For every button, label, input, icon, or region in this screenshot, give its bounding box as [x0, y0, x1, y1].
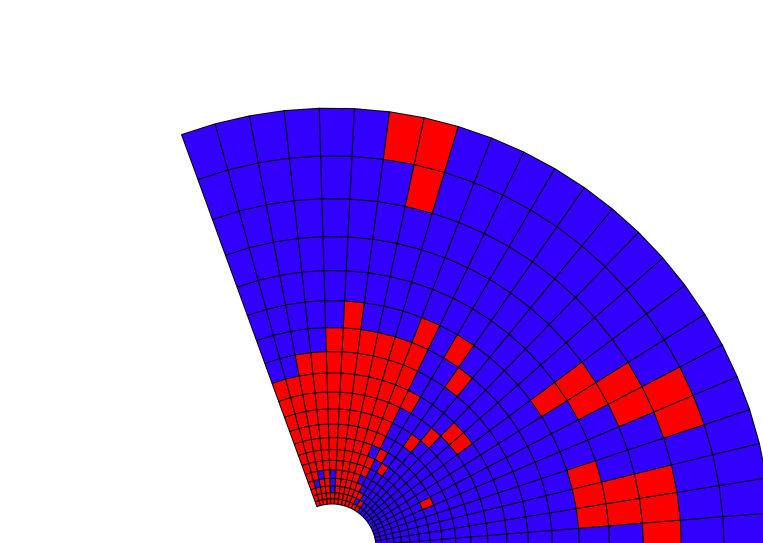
mesh-cell [329, 492, 336, 500]
mesh-cell [335, 469, 343, 480]
mesh-cell [326, 391, 341, 410]
mesh-cell [324, 300, 346, 329]
mesh-cell [351, 108, 390, 160]
mesh-cell [329, 485, 336, 494]
mesh-cell [338, 391, 353, 411]
mesh-cell [328, 459, 337, 471]
mesh-cell [718, 477, 763, 518]
mesh-cell [328, 437, 339, 451]
mesh-cell [327, 423, 339, 439]
mesh-cell [342, 300, 365, 330]
mesh-cell [328, 449, 338, 461]
mesh-cell [334, 485, 341, 494]
mesh-cell [293, 198, 324, 239]
mesh-cell [327, 408, 340, 425]
mesh-cells [181, 107, 763, 543]
mesh-cell [297, 236, 325, 273]
mesh-cell [288, 155, 323, 202]
mesh-cell [347, 198, 379, 240]
mesh-cell [307, 327, 327, 354]
mesh-cell [321, 198, 351, 238]
mesh-cell [326, 372, 342, 393]
mesh-cell [335, 459, 344, 471]
mesh-cell [329, 469, 337, 479]
mesh-cell [329, 477, 337, 487]
mesh-cell [304, 300, 327, 330]
mesh-cell [283, 107, 322, 159]
mesh-cell [322, 236, 349, 272]
mesh-cell [578, 525, 610, 543]
mesh-cell [325, 351, 343, 374]
mesh-cell [181, 123, 229, 180]
mesh-cell [345, 236, 374, 274]
mesh-cell [301, 270, 326, 303]
mesh-cell [341, 327, 362, 354]
mesh-cell [334, 477, 342, 487]
mesh-cell [722, 512, 763, 543]
mesh-cell [318, 107, 355, 157]
mesh-cell [340, 351, 359, 375]
mesh-cell [320, 155, 353, 200]
mesh-cell [337, 408, 351, 426]
mesh-cell [344, 270, 369, 304]
mesh-cell [323, 270, 347, 302]
mesh-cell [325, 327, 344, 353]
mesh-cell [679, 516, 725, 543]
mesh-cell [608, 522, 644, 543]
mesh-cell [335, 449, 346, 462]
mesh-cell [336, 437, 347, 451]
mesh-cell [339, 372, 356, 394]
mesh-cell [337, 423, 349, 439]
mesh-cell [642, 519, 682, 543]
mesh-cell [349, 155, 384, 202]
